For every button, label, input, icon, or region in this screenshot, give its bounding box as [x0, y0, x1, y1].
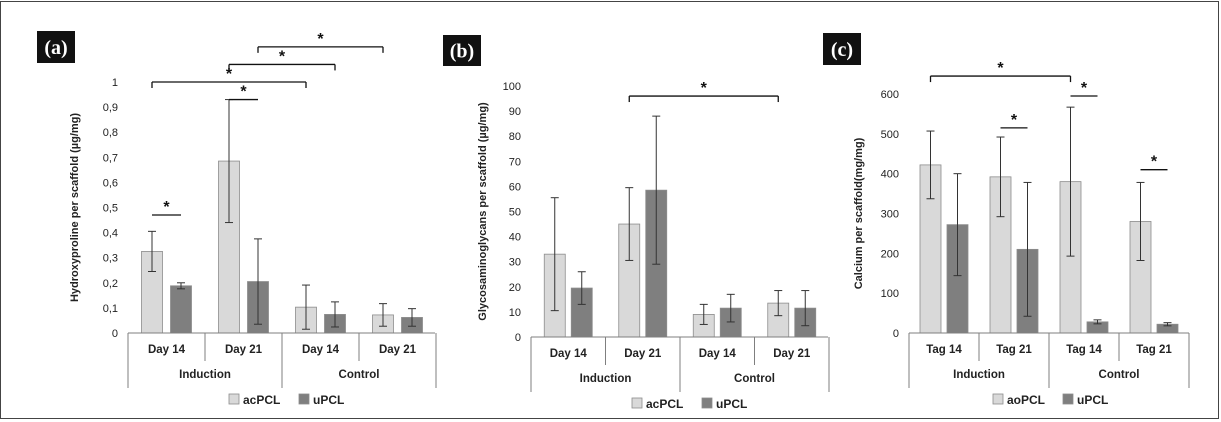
x-category-label: Day 21: [379, 344, 417, 356]
significance-star: *: [997, 60, 1004, 77]
y-tick-label: 0,6: [103, 177, 118, 189]
panel-label-box: [823, 33, 861, 65]
x-group-label: Induction: [179, 369, 231, 381]
significance-bracket: *: [152, 199, 181, 216]
panel-label: (a): [44, 37, 67, 59]
panel-label-box: [443, 35, 481, 66]
significance-star: *: [279, 48, 286, 65]
legend-label: uPCL: [716, 397, 747, 411]
y-tick-label: 0,8: [103, 127, 118, 139]
significance-bracket: *: [228, 48, 336, 71]
legend-label: aoPCL: [1007, 393, 1045, 407]
legend-swatch: [1062, 393, 1074, 405]
y-tick-label: 90: [509, 106, 521, 118]
legend-swatch: [631, 397, 643, 409]
legend-label: acPCL: [646, 397, 683, 411]
y-tick-label: 0: [893, 328, 899, 340]
significance-star: *: [226, 66, 233, 83]
y-tick-label: 0,3: [103, 253, 118, 265]
significance-star: *: [1081, 80, 1088, 97]
x-category-label: Tag 21: [1136, 344, 1172, 356]
y-tick-label: 10: [509, 307, 521, 319]
panel-label-box: [37, 31, 75, 63]
y-tick-label: 60: [509, 181, 521, 193]
significance-bracket: *: [229, 84, 258, 101]
legend-swatch: [701, 397, 713, 409]
x-category-label: Day 14: [302, 344, 340, 356]
y-tick-label: 30: [509, 257, 521, 269]
panel-label: (b): [450, 41, 474, 63]
x-group-label: Control: [1099, 369, 1140, 381]
y-axis-title: Glycosaminoglycans per scaffold (µg/mg): [477, 102, 489, 321]
y-tick-label: 0,5: [103, 203, 118, 215]
legend-label: uPCL: [313, 393, 344, 407]
y-tick-label: 1: [112, 77, 118, 89]
significance-bracket: *: [1140, 154, 1168, 171]
bar-upcl-1: [170, 285, 192, 334]
chart-panel-3: (c) Calcium per scaffold(mg/mg) 0 100 200 300…: [823, 33, 1190, 407]
significance-bracket: *: [257, 31, 384, 53]
x-category-label: Day 14: [699, 348, 737, 360]
y-tick-label: 0: [515, 332, 521, 344]
significance-star: *: [1151, 154, 1158, 171]
y-tick-label: 50: [509, 207, 521, 219]
x-group-label: Control: [734, 373, 775, 385]
chart-legend: acPCL uPCL: [631, 397, 747, 411]
y-tick-label: 40: [509, 232, 521, 244]
significance-star: *: [1011, 112, 1018, 129]
significance-star: *: [317, 31, 324, 48]
x-category-label: Day 21: [624, 348, 662, 360]
significance-bracket: *: [628, 80, 779, 103]
y-tick-label: 0,9: [103, 102, 118, 114]
x-group-label: Induction: [953, 369, 1005, 381]
x-category-label: Day 14: [148, 344, 186, 356]
panel-label: (c): [831, 39, 853, 61]
x-category-label: Day 21: [225, 344, 263, 356]
y-tick-label: 20: [509, 282, 521, 294]
y-tick-label: 70: [509, 156, 521, 168]
y-tick-label: 600: [881, 89, 899, 101]
y-tick-label: 200: [881, 248, 899, 260]
legend-label: acPCL: [243, 393, 280, 407]
significance-star: *: [240, 84, 247, 101]
y-tick-label: 0,2: [103, 278, 118, 290]
y-tick-label: 0,4: [103, 228, 118, 240]
y-tick-label: 100: [881, 288, 899, 300]
y-axis-title: Hydroxyproline per scaffold (µg/mg): [69, 113, 81, 302]
x-category-label: Day 14: [550, 348, 588, 360]
y-tick-label: 500: [881, 129, 899, 141]
significance-bracket: *: [1070, 80, 1098, 97]
legend-label: uPCL: [1077, 393, 1108, 407]
chart-legend: acPCL uPCL: [228, 393, 344, 407]
x-category-label: Tag 14: [926, 344, 962, 356]
significance-star: *: [163, 199, 170, 216]
significance-bracket: *: [929, 60, 1072, 83]
significance-bracket: *: [1000, 112, 1028, 129]
y-tick-label: 0,1: [103, 303, 118, 315]
x-group-label: Control: [339, 369, 380, 381]
y-tick-label: 300: [881, 209, 899, 221]
y-tick-label: 100: [503, 81, 521, 93]
legend-swatch: [992, 393, 1004, 405]
significance-bracket: *: [151, 66, 307, 88]
x-category-label: Tag 21: [996, 344, 1032, 356]
y-tick-label: 400: [881, 169, 899, 181]
x-category-label: Tag 14: [1066, 344, 1102, 356]
legend-swatch: [228, 393, 240, 405]
chart-panel-1: (a) Hydroxyproline per scaffold (µg/mg) 0 0…: [37, 31, 437, 407]
significance-star: *: [701, 80, 708, 97]
chart-panel-2: (b) Glycosaminoglycans per scaffold (µg/m…: [443, 35, 830, 411]
x-category-label: Day 21: [773, 348, 811, 360]
legend-swatch: [298, 393, 310, 405]
y-tick-label: 0: [112, 328, 118, 340]
chart-legend: aoPCL uPCL: [992, 393, 1108, 407]
x-group-label: Induction: [580, 373, 632, 385]
y-tick-label: 80: [509, 131, 521, 143]
y-tick-label: 0,7: [103, 152, 118, 164]
y-axis-title: Calcium per scaffold(mg/mg): [853, 137, 865, 289]
